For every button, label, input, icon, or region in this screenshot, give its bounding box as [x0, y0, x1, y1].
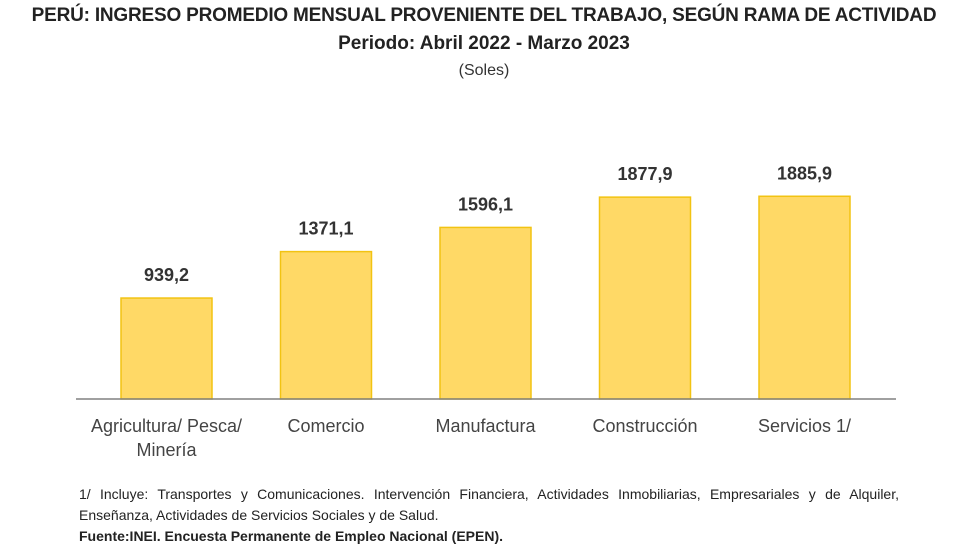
bar [279, 250, 373, 400]
data-label: 1877,9 [617, 164, 672, 184]
category-label: Comercio [287, 416, 364, 436]
source-note: Fuente:INEI. Encuesta Permanente de Empl… [79, 528, 503, 544]
data-label: 939,2 [144, 265, 189, 285]
chart-title: PERÚ: INGRESO PROMEDIO MENSUAL PROVENIEN… [31, 5, 937, 26]
data-label: 1596,1 [458, 194, 513, 214]
category-label: Manufactura [435, 416, 536, 436]
bar [439, 226, 532, 400]
chart-unit: (Soles) [458, 62, 510, 79]
category-label: Minería [136, 440, 197, 460]
category-label: Construcción [592, 416, 697, 436]
chart-subtitle: Periodo: Abril 2022 - Marzo 2023 [338, 33, 630, 54]
bar [120, 297, 213, 400]
category-label: Servicios 1/ [758, 416, 851, 436]
bar-chart: 939,2 Agricultura/ Pesca/Minería 1371,1 Com… [76, 163, 896, 460]
footnote: 1/ Incluye: Transportes y Comunicaciones… [79, 486, 899, 523]
bar [758, 195, 851, 400]
bar [598, 196, 692, 400]
data-label: 1371,1 [298, 219, 353, 239]
data-label: 1885,9 [777, 163, 832, 183]
category-label: Agricultura/ Pesca/ [91, 416, 242, 436]
